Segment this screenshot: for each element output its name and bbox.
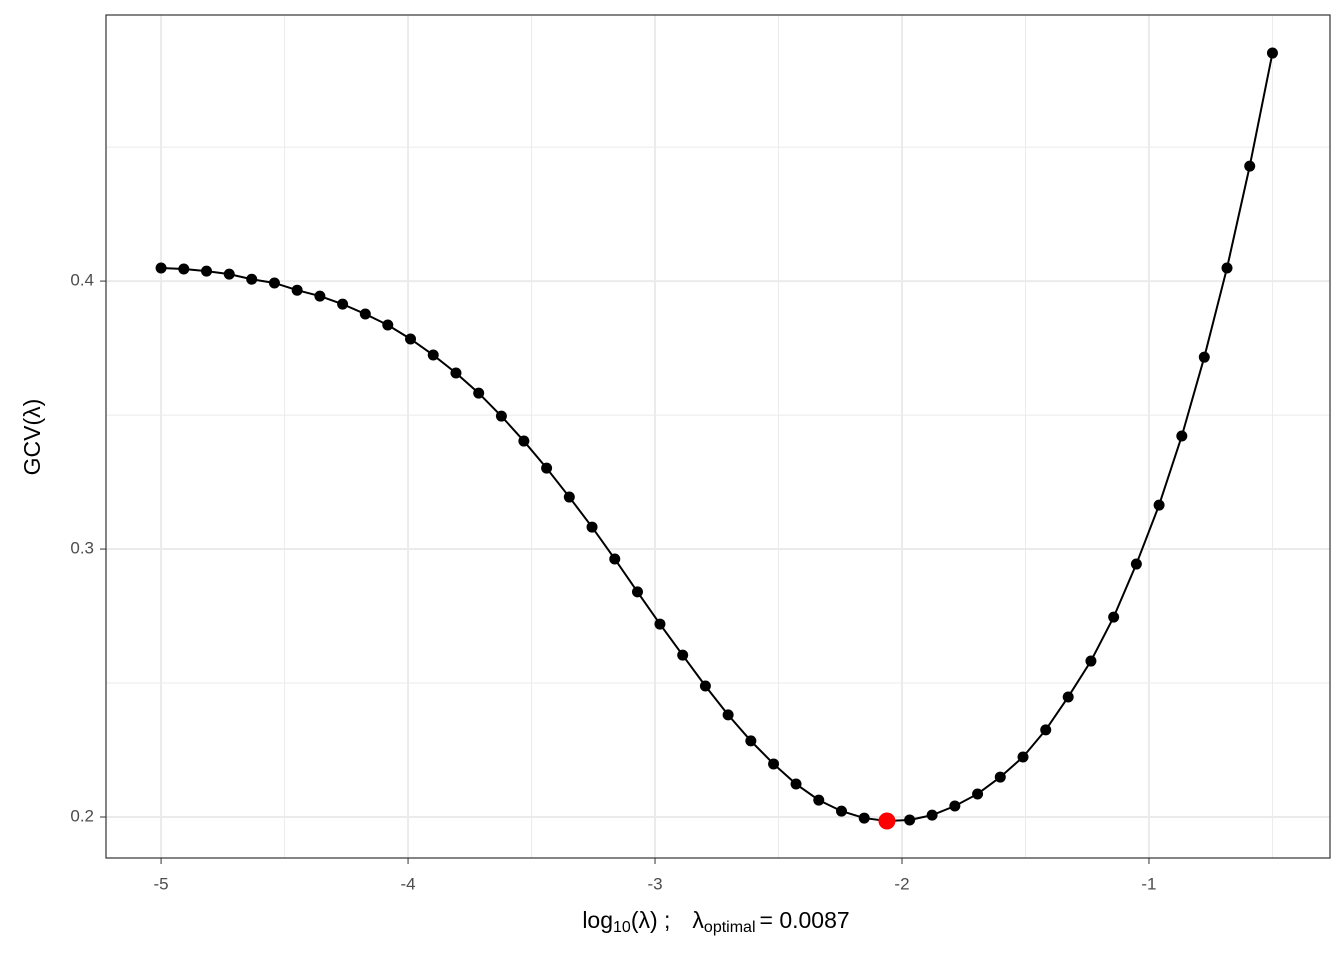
y-axis-title: GCV(λ) — [19, 399, 45, 476]
point — [450, 367, 462, 379]
point — [677, 649, 689, 661]
point — [926, 809, 938, 821]
x-tick-label: -3 — [647, 874, 662, 893]
x-tick-label: -1 — [1141, 874, 1156, 893]
point — [563, 491, 575, 503]
point — [1176, 430, 1188, 442]
x-tick-label: -4 — [400, 874, 415, 893]
point — [1198, 351, 1210, 363]
point — [359, 308, 371, 320]
point — [201, 265, 213, 277]
point — [1062, 691, 1074, 703]
point — [473, 387, 485, 399]
point — [1085, 655, 1097, 667]
point — [609, 553, 621, 565]
point — [972, 788, 984, 800]
point — [1040, 724, 1052, 736]
point — [223, 268, 235, 280]
point — [1266, 47, 1278, 59]
y-tick-label: 0.3 — [70, 539, 94, 558]
x-axis-title: log10(λ) ; λoptimal = 0.0087 — [582, 907, 849, 936]
point — [427, 349, 439, 361]
point — [246, 273, 258, 285]
x-title-part: log — [582, 907, 613, 933]
point — [768, 758, 780, 770]
x-tick-label: -2 — [894, 874, 909, 893]
y-tick-label: 0.4 — [70, 271, 94, 290]
x-title-part: λ — [692, 907, 704, 933]
point — [949, 800, 961, 812]
point — [790, 778, 802, 790]
point — [405, 333, 417, 345]
point — [1221, 262, 1233, 274]
point — [722, 709, 734, 721]
x-tick-label: -5 — [154, 874, 169, 893]
point — [699, 680, 711, 692]
point — [268, 277, 280, 289]
point — [858, 812, 870, 824]
point — [314, 290, 326, 302]
point — [745, 735, 757, 747]
point — [994, 771, 1006, 783]
x-title-part: = 0.0087 — [760, 907, 850, 933]
x-title-part: optimal — [704, 919, 756, 936]
x-title-part: 10 — [613, 919, 631, 936]
point — [178, 263, 190, 275]
optimal-point — [878, 812, 896, 830]
point — [1153, 499, 1165, 511]
point — [382, 319, 394, 331]
point — [835, 805, 847, 817]
plot-background — [106, 15, 1330, 858]
point — [904, 814, 916, 826]
point — [1130, 558, 1142, 570]
point — [813, 794, 825, 806]
point — [1244, 160, 1256, 172]
point — [1108, 611, 1120, 623]
x-title-part: (λ) ; — [631, 907, 671, 933]
point — [654, 618, 666, 630]
point — [518, 435, 530, 447]
point — [541, 462, 553, 474]
point — [495, 410, 507, 422]
point — [337, 298, 349, 310]
point — [586, 521, 598, 533]
y-tick-label: 0.2 — [70, 806, 94, 825]
plot-border — [105, 14, 1331, 859]
point — [1017, 751, 1029, 763]
point — [631, 586, 643, 598]
point — [155, 262, 167, 274]
point — [291, 284, 303, 296]
